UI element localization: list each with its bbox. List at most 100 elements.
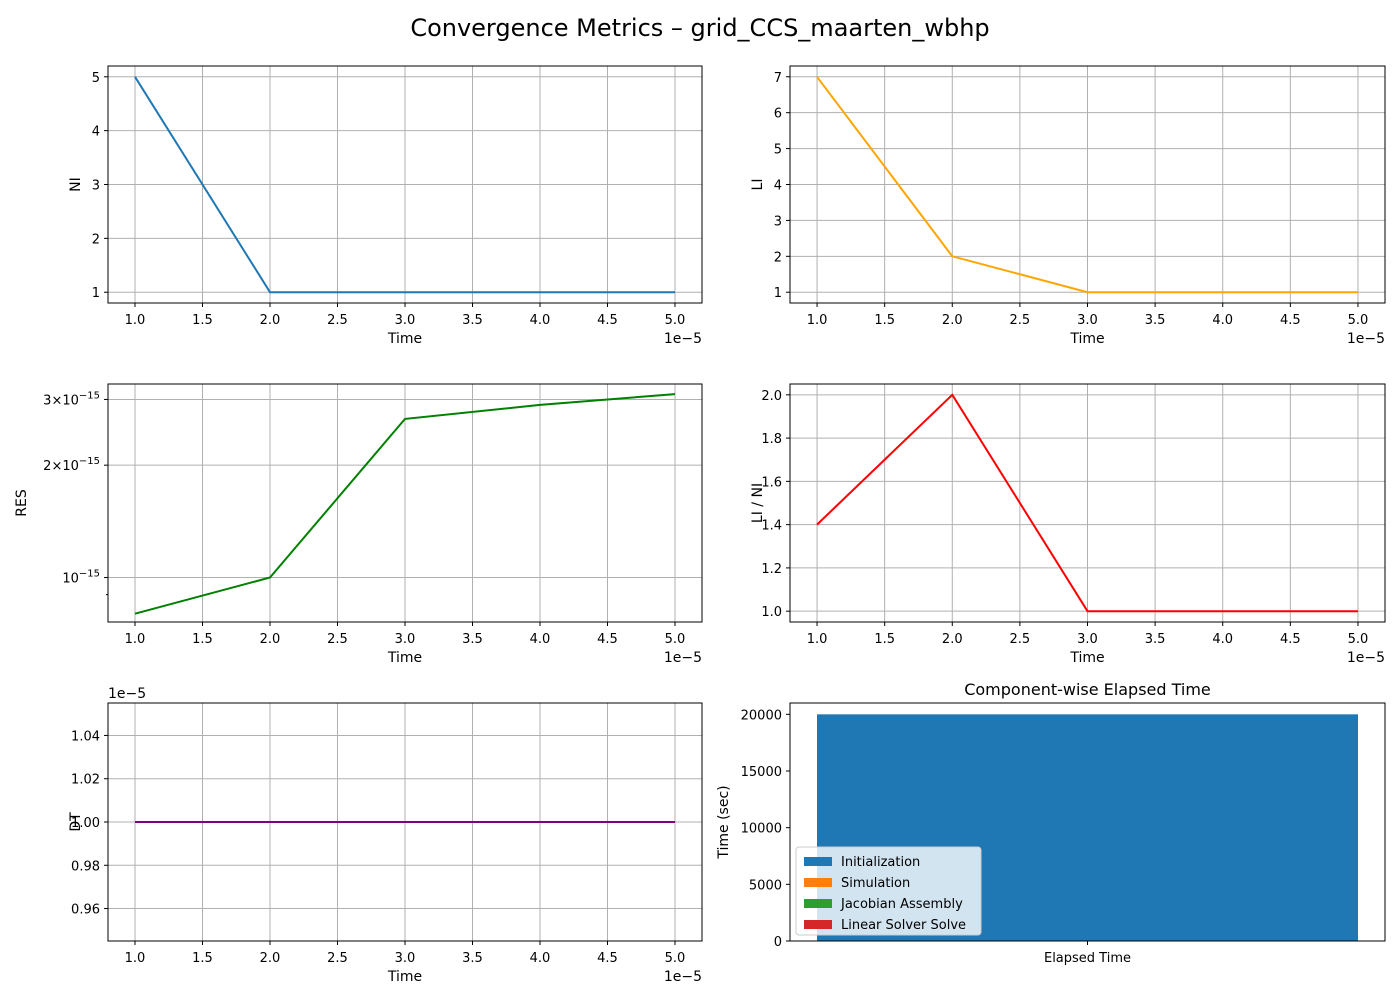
y-tick-label: 5000 bbox=[749, 878, 782, 893]
y-tick-label: 3 bbox=[774, 214, 782, 229]
x-tick-label: 1.5 bbox=[874, 313, 895, 328]
x-tick-label: 1.5 bbox=[192, 632, 213, 647]
x-offset-text: 1e−5 bbox=[664, 650, 702, 666]
x-tick-label: 1.0 bbox=[125, 313, 146, 328]
x-tick-label: 2.5 bbox=[327, 313, 348, 328]
x-axis-label: Time bbox=[387, 331, 422, 347]
x-tick-label: 4.0 bbox=[1212, 313, 1233, 328]
x-tick-label: 3.0 bbox=[1077, 632, 1098, 647]
x-tick-label: 3.5 bbox=[1145, 313, 1166, 328]
y-tick-label: 2 bbox=[92, 232, 100, 247]
y-tick-label: 10−15 bbox=[62, 569, 100, 587]
subplot-title: Component-wise Elapsed Time bbox=[964, 680, 1211, 699]
y-tick-label: 1.6 bbox=[761, 475, 782, 490]
y-tick-label: 0 bbox=[774, 935, 782, 950]
x-tick-label: Elapsed Time bbox=[1044, 951, 1131, 966]
x-axis-label: Time bbox=[387, 969, 422, 985]
x-tick-label: 1.5 bbox=[874, 632, 895, 647]
x-tick-label: 5.0 bbox=[665, 313, 686, 328]
x-tick-label: 1.0 bbox=[807, 313, 828, 328]
x-tick-label: 5.0 bbox=[665, 632, 686, 647]
legend-swatch bbox=[804, 878, 832, 887]
subplot-li: 1.0 1.5 2.0 2.5 3.0 3.5 4.0 4.5 5.0 1 2 3 4 5 6 7 Time LI… bbox=[750, 65, 1386, 347]
x-tick-label: 1.5 bbox=[192, 313, 213, 328]
subplot-elapsed: 0 5000 10000 15000 20000 Elapsed Time Componen… bbox=[716, 680, 1386, 966]
y-tick-label: 1.02 bbox=[71, 773, 100, 788]
x-tick-label: 4.0 bbox=[530, 951, 551, 966]
y-tick-label: 1.0 bbox=[761, 605, 782, 620]
y-axis-label: LI / NI bbox=[750, 483, 766, 523]
legend: Initialization Simulation Jacobian Assembl… bbox=[795, 846, 982, 936]
x-tick-label: 2.5 bbox=[1010, 313, 1031, 328]
y-axis-label: RES bbox=[14, 489, 30, 517]
y-tick-label: 15000 bbox=[741, 765, 782, 780]
x-tick-label: 2.0 bbox=[942, 632, 963, 647]
y-tick-label: 2×10−15 bbox=[43, 456, 100, 474]
y-axis-label: DT bbox=[68, 812, 84, 832]
legend-label: Linear Solver Solve bbox=[841, 918, 966, 933]
y-tick-label: 1.00 bbox=[71, 816, 100, 831]
y-tick-label: 2 bbox=[774, 250, 782, 265]
x-tick-label: 1.0 bbox=[807, 632, 828, 647]
x-tick-label: 4.5 bbox=[597, 632, 618, 647]
legend-box bbox=[795, 846, 982, 936]
series-line-li bbox=[816, 76, 1358, 294]
x-tick-label: 3.0 bbox=[395, 632, 416, 647]
x-tick-label: 3.5 bbox=[1145, 632, 1166, 647]
x-tick-label: 1.0 bbox=[125, 951, 146, 966]
y-tick-label: 4 bbox=[774, 179, 782, 194]
x-tick-label: 4.0 bbox=[530, 313, 551, 328]
y-tick-label: 2.0 bbox=[761, 389, 782, 404]
x-offset-text: 1e−5 bbox=[664, 331, 702, 347]
y-tick-label: 0.96 bbox=[71, 903, 100, 918]
x-tick-label: 2.5 bbox=[1010, 632, 1031, 647]
y-tick-mantissa: 10 bbox=[62, 572, 79, 587]
y-tick-label: 1.8 bbox=[761, 432, 782, 447]
x-tick-label: 3.0 bbox=[1077, 313, 1098, 328]
x-tick-label: 2.0 bbox=[260, 313, 281, 328]
y-tick-label: 1.2 bbox=[761, 562, 782, 577]
x-offset-text: 1e−5 bbox=[1347, 331, 1385, 347]
y-tick-label: 5 bbox=[774, 143, 782, 158]
legend-swatch bbox=[804, 899, 832, 908]
series-line-ni bbox=[134, 76, 675, 294]
y-tick-label: 6 bbox=[774, 107, 782, 122]
x-tick-label: 3.5 bbox=[462, 951, 483, 966]
subplot-res: 1.0 1.5 2.0 2.5 3.0 3.5 4.0 4.5 5.010−152×10−153… bbox=[14, 383, 703, 666]
legend-label: Jacobian Assembly bbox=[840, 897, 963, 912]
legend-label: Simulation bbox=[841, 876, 910, 891]
x-tick-label: 5.0 bbox=[1348, 632, 1369, 647]
figure-title: Convergence Metrics – grid_CCS_maarten_w… bbox=[410, 14, 990, 42]
y-tick-label: 5 bbox=[92, 71, 100, 86]
x-tick-label: 1.0 bbox=[125, 632, 146, 647]
y-tick-label: 1 bbox=[774, 286, 782, 301]
y-tick-mantissa: 2×10 bbox=[43, 459, 79, 474]
y-tick-exponent: −15 bbox=[79, 569, 100, 580]
x-tick-label: 4.0 bbox=[530, 632, 551, 647]
legend-label: Initialization bbox=[841, 855, 920, 870]
x-axis-label: Time bbox=[1069, 331, 1104, 347]
y-tick-label: 3×10−15 bbox=[43, 390, 100, 408]
y-offset-text: 1e−5 bbox=[108, 686, 146, 702]
y-tick-exponent: −15 bbox=[79, 390, 100, 401]
x-tick-label: 4.5 bbox=[1280, 632, 1301, 647]
x-tick-label: 2.0 bbox=[260, 951, 281, 966]
y-tick-mantissa: 3×10 bbox=[43, 393, 79, 408]
y-tick-label: 0.98 bbox=[71, 859, 100, 874]
y-tick-label: 1.4 bbox=[761, 519, 782, 534]
series-line-res bbox=[134, 393, 676, 615]
y-tick-label: 1.04 bbox=[71, 729, 100, 744]
x-tick-label: 4.5 bbox=[597, 951, 618, 966]
x-tick-label: 1.5 bbox=[192, 951, 213, 966]
y-tick-label: 7 bbox=[774, 71, 782, 86]
x-tick-label: 2.5 bbox=[327, 951, 348, 966]
x-tick-label: 5.0 bbox=[1348, 313, 1369, 328]
y-tick-label: 10000 bbox=[741, 822, 782, 837]
x-tick-label: 3.5 bbox=[462, 632, 483, 647]
y-tick-label: 20000 bbox=[741, 708, 782, 723]
y-tick-label: 1 bbox=[92, 286, 100, 301]
subplot-dt: 1.0 1.5 2.0 2.5 3.0 3.5 4.0 4.5 5.0 0.96 0.98 1.00 1… bbox=[68, 686, 703, 985]
y-axis-label: LI bbox=[750, 179, 766, 191]
x-tick-label: 4.0 bbox=[1212, 632, 1233, 647]
